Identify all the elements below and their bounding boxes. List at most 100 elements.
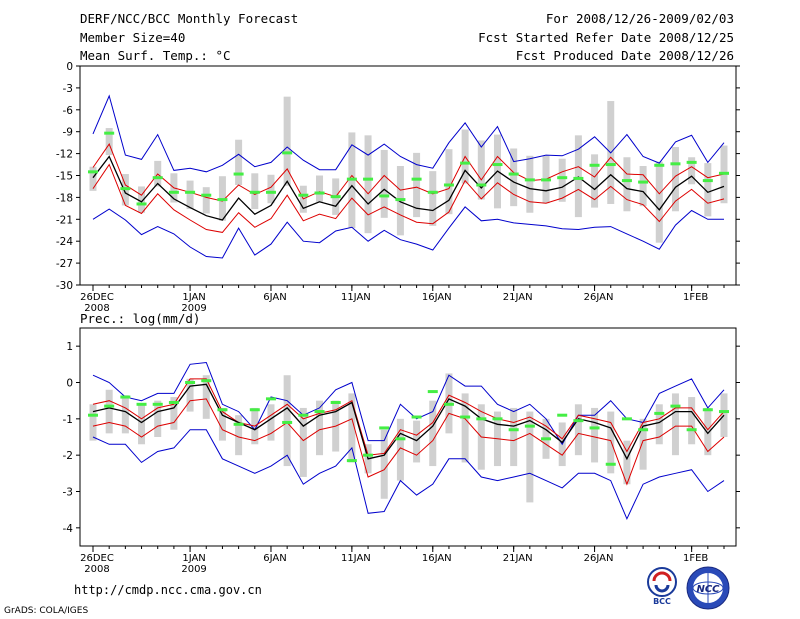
ensemble-bar — [671, 147, 679, 212]
x-tick-label: 16JAN — [422, 553, 452, 564]
ensemble-bar — [267, 404, 275, 441]
ensemble-bar — [639, 418, 647, 470]
forecast-mark — [185, 381, 196, 384]
forecast-mark — [670, 162, 681, 166]
ensemble-bar — [461, 393, 469, 463]
forecast-mark — [395, 198, 406, 202]
ensemble-bar — [607, 411, 615, 474]
forecast-mark — [654, 163, 665, 167]
forecast-mark — [265, 190, 276, 194]
ensemble-bar — [170, 397, 178, 430]
x-tick-label: 1JAN — [182, 292, 205, 303]
forecast-mark — [346, 459, 357, 463]
forecast-mark — [152, 176, 163, 180]
ensemble-bar — [623, 440, 631, 485]
y-tick-label: -30 — [56, 280, 73, 292]
y-tick-label: -2 — [63, 450, 73, 462]
forecast-mark — [168, 190, 179, 194]
ensemble-bar — [591, 407, 599, 463]
forecast-mark — [363, 453, 374, 457]
x-tick-label: 6JAN — [263, 292, 286, 303]
forecast-mark — [719, 410, 729, 414]
ensemble-bar — [186, 180, 194, 210]
ensemble-bar — [510, 407, 518, 467]
forecast-mark — [492, 417, 503, 421]
ensemble-bar — [138, 404, 146, 445]
forecast-mark — [233, 172, 244, 176]
forecast-mark — [88, 413, 98, 417]
forecast-mark — [201, 193, 212, 197]
ensemble-bar — [655, 404, 663, 445]
figure-title: DERF/NCC/BCC Monthly Forecast — [80, 11, 299, 26]
x-tick-label: 1FEB — [683, 292, 708, 303]
forecast-mark — [557, 413, 568, 417]
x-tick-label: 11JAN — [341, 553, 371, 564]
forecast-mark — [573, 419, 584, 423]
x-tick-label: 21JAN — [503, 292, 533, 303]
forecast-mark — [379, 426, 390, 430]
forecast-mark — [168, 400, 179, 404]
series-lower-line — [92, 163, 725, 233]
y-tick-label: -12 — [56, 149, 73, 161]
ensemble-bar — [89, 404, 97, 441]
x-tick-label: 26JAN — [584, 292, 614, 303]
series-mean-line — [92, 155, 725, 221]
forecast-mark — [702, 408, 713, 412]
ensemble-bar — [688, 157, 696, 185]
forecast-mark — [185, 190, 196, 194]
forecast-mark — [104, 131, 115, 135]
ensemble-bar — [283, 375, 291, 467]
forecast-mark — [379, 194, 390, 198]
x-tick-label: 21JAN — [503, 553, 533, 564]
ensemble-bar — [316, 175, 324, 202]
y-tick-label: -27 — [56, 258, 73, 270]
ensemble-bar — [510, 148, 518, 207]
ensemble-bar — [688, 397, 696, 445]
series-upper-line — [92, 143, 725, 202]
y-tick-label: -9 — [63, 127, 73, 139]
x-tick-year-label: 2008 — [84, 303, 109, 314]
ensemble-bar — [671, 393, 679, 456]
forecast-mark — [508, 428, 519, 432]
forecast-mark — [443, 183, 454, 187]
forecast-mark — [233, 422, 244, 426]
forecast-period: For 2008/12/26-2009/02/03 — [545, 11, 734, 26]
ensemble-bar — [413, 152, 421, 218]
precip-panel-title: Prec.: log(mm/d) — [80, 311, 201, 326]
forecast-mark — [524, 178, 535, 182]
forecast-mark — [541, 437, 552, 441]
series-lower-line — [92, 398, 725, 486]
x-tick-label: 26DEC — [80, 292, 114, 303]
ensemble-bar — [429, 400, 437, 467]
ensemble-bar — [299, 407, 307, 477]
y-tick-label: 0 — [66, 378, 73, 390]
x-tick-year-label: 2008 — [84, 564, 109, 575]
series-min-line — [92, 206, 724, 259]
grads-credit: GrADS: COLA/IGES — [4, 606, 89, 616]
ensemble-bar — [186, 378, 194, 412]
ensemble-bar — [283, 96, 291, 186]
forecast-mark — [411, 415, 422, 419]
forecast-mark — [605, 462, 616, 466]
forecast-mark — [411, 177, 422, 181]
ensemble-bar — [477, 140, 485, 200]
x-tick-label: 6JAN — [263, 553, 286, 564]
x-tick-label: 11JAN — [341, 292, 371, 303]
forecast-mark — [686, 428, 697, 432]
ensemble-bar — [558, 158, 566, 202]
forecast-mark — [282, 151, 293, 155]
forecast-mark — [314, 191, 325, 195]
forecast-mark — [217, 408, 228, 412]
forecast-mark — [476, 417, 487, 421]
x-tick-label: 26DEC — [80, 553, 114, 564]
ensemble-bar — [655, 161, 663, 243]
forecast-mark — [589, 163, 600, 167]
series-mean-line — [92, 383, 725, 461]
x-tick-label: 26JAN — [584, 553, 614, 564]
y-tick-label: 1 — [66, 341, 73, 353]
forecast-mark — [298, 413, 309, 417]
forecast-mark — [395, 437, 406, 441]
member-size-label: Member Size=40 — [80, 30, 186, 45]
